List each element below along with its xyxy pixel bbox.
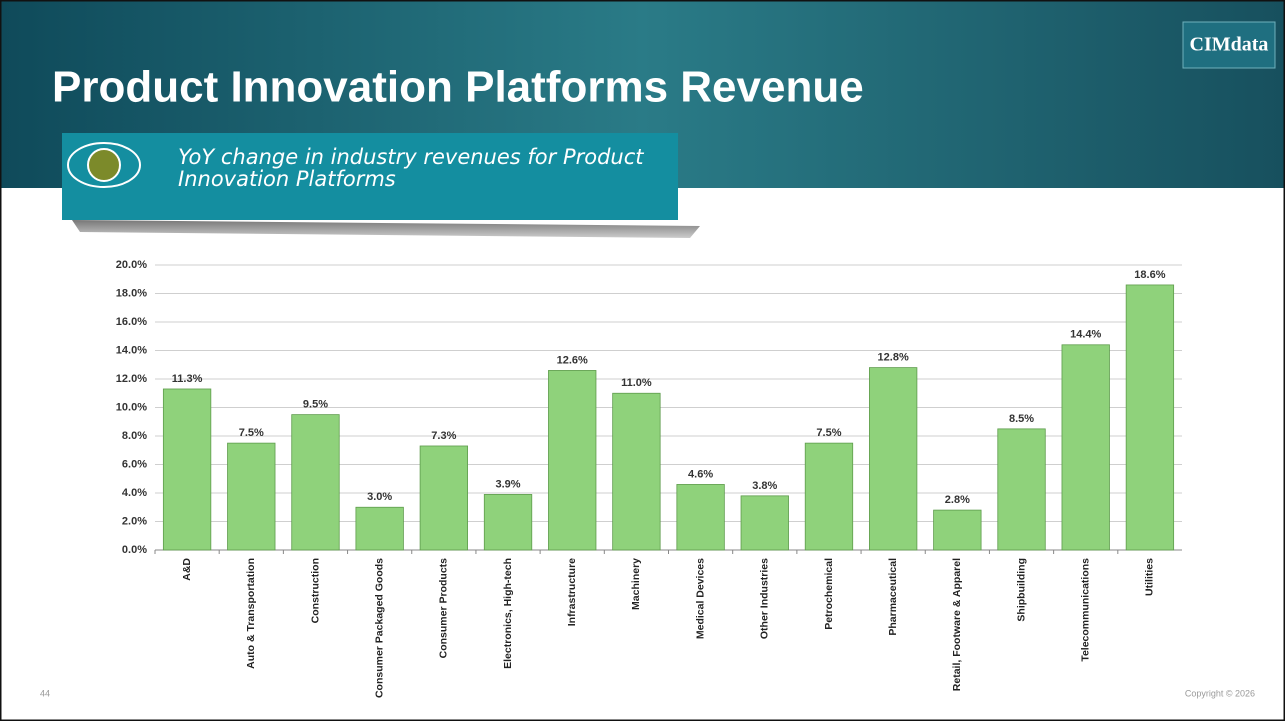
eye-pupil bbox=[87, 148, 121, 182]
value-label: 2.8% bbox=[945, 494, 970, 506]
x-tick-label: Shipbuilding bbox=[1015, 558, 1027, 622]
bar bbox=[355, 506, 404, 551]
logo-box bbox=[1182, 21, 1276, 69]
y-tick-label: 12.0% bbox=[116, 373, 147, 385]
bar bbox=[548, 370, 597, 551]
x-tick-label: Consumer Products bbox=[438, 558, 450, 659]
y-tick-label: 0.0% bbox=[122, 544, 147, 556]
x-tick-label: A&D bbox=[181, 558, 193, 581]
bar bbox=[740, 495, 789, 551]
y-tick-label: 8.0% bbox=[122, 430, 147, 442]
x-tick-label: Retail, Footware & Apparel bbox=[951, 558, 963, 691]
subtitle-container: YoY change in industry revenues for Prod… bbox=[178, 146, 644, 191]
page-number: 44 bbox=[40, 688, 50, 698]
x-tick-label: Pharmaceutical bbox=[887, 558, 899, 636]
x-tick-label: Petrochemical bbox=[823, 558, 835, 630]
x-tick-label: Utilities bbox=[1144, 558, 1156, 596]
subtitle-shadow bbox=[72, 220, 700, 238]
y-tick-label: 16.0% bbox=[116, 316, 147, 328]
x-tick-label: Machinery bbox=[630, 558, 642, 610]
value-label: 3.0% bbox=[367, 491, 392, 503]
x-tick-label: Construction bbox=[309, 558, 321, 623]
bar bbox=[1061, 344, 1110, 551]
x-tick-label: Infrastructure bbox=[566, 558, 578, 626]
bar bbox=[869, 367, 918, 551]
subtitle-box bbox=[62, 133, 678, 220]
y-tick-label: 2.0% bbox=[122, 515, 147, 527]
bar bbox=[676, 484, 725, 551]
value-label: 3.8% bbox=[752, 480, 777, 492]
value-label: 7.3% bbox=[431, 430, 456, 442]
y-tick-label: 14.0% bbox=[116, 344, 147, 356]
subtitle: YoY change in industry revenues for Prod… bbox=[178, 146, 644, 191]
y-tick-label: 10.0% bbox=[116, 401, 147, 413]
x-tick-label: Other Industries bbox=[759, 558, 771, 639]
x-tick-label: Auto & Transportation bbox=[245, 558, 257, 669]
value-label: 12.8% bbox=[878, 352, 909, 364]
bar bbox=[933, 509, 982, 551]
y-tick-label: 18.0% bbox=[116, 287, 147, 299]
logo: CIMdata bbox=[1190, 34, 1269, 56]
value-label: 4.6% bbox=[688, 468, 713, 480]
value-label: 11.3% bbox=[172, 373, 203, 385]
y-tick-label: 4.0% bbox=[122, 487, 147, 499]
eye-icon bbox=[67, 142, 141, 188]
value-label: 12.6% bbox=[557, 354, 588, 366]
x-tick-label: Electronics, High-tech bbox=[502, 558, 514, 669]
value-label: 7.5% bbox=[816, 427, 841, 439]
slide-title: Product Innovation Platforms Revenue bbox=[52, 63, 864, 112]
copyright: Copyright © 2026 bbox=[1185, 688, 1255, 698]
value-label: 14.4% bbox=[1070, 329, 1101, 341]
bar bbox=[162, 388, 212, 551]
value-label: 8.5% bbox=[1009, 413, 1034, 425]
bar bbox=[997, 428, 1046, 551]
value-label: 11.0% bbox=[621, 377, 652, 389]
bar bbox=[612, 392, 661, 551]
x-tick-label: Medical Devices bbox=[694, 558, 706, 639]
y-tick-label: 6.0% bbox=[122, 458, 147, 470]
bar bbox=[291, 414, 340, 551]
y-tick-label: 20.0% bbox=[116, 259, 147, 271]
x-tick-label: Consumer Packaged Goods bbox=[373, 558, 385, 698]
bar bbox=[419, 445, 468, 551]
value-label: 7.5% bbox=[239, 427, 264, 439]
bar bbox=[804, 442, 854, 551]
value-label: 18.6% bbox=[1134, 269, 1165, 281]
x-tick-label: Telecommunications bbox=[1080, 558, 1092, 662]
bar bbox=[483, 494, 533, 551]
bar bbox=[1125, 284, 1175, 551]
value-label: 3.9% bbox=[495, 478, 520, 490]
bar bbox=[227, 442, 276, 551]
value-label: 9.5% bbox=[303, 399, 328, 411]
